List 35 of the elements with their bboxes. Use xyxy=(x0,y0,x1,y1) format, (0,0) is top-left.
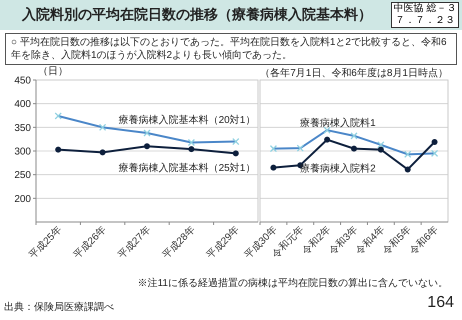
y-tick-label: 450 xyxy=(14,76,32,86)
y-tick-label: 400 xyxy=(14,99,32,110)
x-tick-label: 平成27年 xyxy=(116,224,154,262)
y-tick-label: 200 xyxy=(14,194,32,205)
source-note: 出典：保険局医療課調べ xyxy=(4,300,114,314)
point xyxy=(55,146,62,153)
y-axis-title: （日） xyxy=(38,66,68,77)
series-label: 療養病棟入院基本料（25対1） xyxy=(118,162,256,174)
point xyxy=(144,143,150,150)
point xyxy=(270,164,276,171)
point xyxy=(404,166,411,172)
chart-subtitle: ○ 平均在院日数の推移は以下のとおりであった。平均在院日数を入院料1と2で比較すると、令和6年を除き、入院料1のほうが入院料2よりも長い傾向であった。 xyxy=(5,33,457,65)
text: 164 xyxy=(427,294,454,312)
point xyxy=(100,149,106,156)
text: ７．７．２３ xyxy=(394,15,456,27)
point xyxy=(324,136,330,143)
y-tick-label: 350 xyxy=(14,122,32,134)
series-label: 療養病棟入院料2 xyxy=(300,162,376,175)
x-tick-label: 平成29年 xyxy=(204,224,242,262)
point xyxy=(432,139,438,146)
y-tick-label: 250 xyxy=(14,170,32,182)
x-tick-label: 平成28年 xyxy=(160,224,198,262)
text: ※注11に係る経過措置の病棟は平均在院日数の算出に含んでいない。 xyxy=(138,276,448,290)
point xyxy=(378,146,384,153)
series-label: 療養病棟入院基本料（20対1） xyxy=(118,114,256,126)
point xyxy=(232,150,239,156)
text: 中医協 総－３ xyxy=(392,3,458,15)
text: （各年7月1日、令和6年度は8月1日時点） xyxy=(260,66,448,80)
chart-title: 入院料別の平均在院日数の推移（療養病棟入院基本料） xyxy=(20,6,373,24)
x-tick-label: 平成25年 xyxy=(26,224,64,262)
point xyxy=(351,146,357,152)
series-label: 療養病棟入院料1 xyxy=(300,116,376,129)
point xyxy=(188,146,194,152)
x-tick-label: 平成26年 xyxy=(71,224,109,262)
y-tick-label: 300 xyxy=(14,146,32,158)
